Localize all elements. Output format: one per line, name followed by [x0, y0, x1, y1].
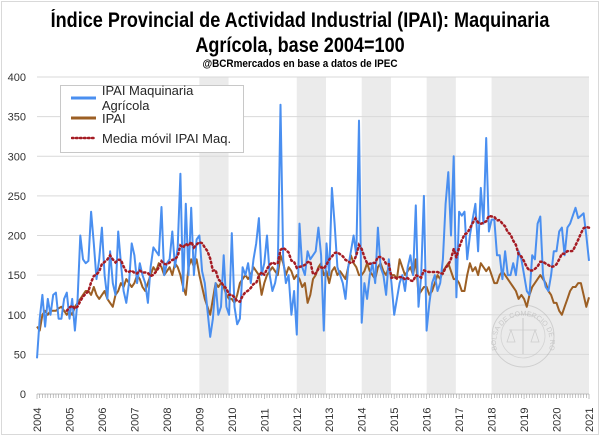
chart-subtitle: @BCRmercados en base a datos de IPEC [202, 58, 398, 70]
y-tick-label: 400 [8, 72, 26, 84]
legend-swatch-blue [71, 96, 96, 100]
x-tick-label: 2020 [552, 408, 564, 432]
y-tick-label: 50 [14, 349, 26, 361]
y-tick-label: 150 [8, 270, 26, 282]
legend-swatch-dotted [71, 136, 96, 140]
x-tick-label: 2018 [487, 408, 499, 432]
legend-item-maquinaria: IPAI Maquinaria Agrícola [71, 83, 243, 113]
x-tick-label: 2016 [422, 408, 434, 432]
x-tick-label: 2017 [454, 408, 466, 432]
legend-label: IPAI Maquinaria Agrícola [101, 83, 194, 113]
legend: IPAI Maquinaria Agrícola IPAI Media móvi… [60, 83, 244, 153]
x-tick-label: 2015 [389, 408, 401, 432]
series-line-maquinaria [36, 103, 590, 359]
x-tick-label: 2008 [162, 408, 174, 432]
seal-scales [506, 328, 540, 343]
y-tick-label: 350 [8, 112, 26, 124]
x-tick-label: 2005 [64, 408, 76, 432]
legend-label: IPAI [102, 110, 126, 126]
seal-inner-ring [500, 313, 546, 359]
x-tick-label: 2010 [227, 408, 239, 432]
chart-title-line2: Agrícola, base 2004=100 [195, 34, 405, 57]
y-tick-label: 0 [20, 389, 26, 401]
x-tick-label: 2007 [129, 408, 141, 432]
legend-item-media-movil: Media móvil IPAI Maq. [71, 128, 231, 148]
x-tick-label: 2014 [357, 408, 369, 432]
x-tick-label: 2006 [97, 408, 109, 432]
watermark-seal: BOLSA DE COMERCIO DE ROSARIO [0, 0, 555, 368]
x-tick-label: 2009 [194, 408, 206, 432]
y-tick-label: 250 [8, 191, 26, 203]
y-tick-label: 100 [8, 310, 26, 322]
legend-label: Media móvil IPAI Maq. [102, 130, 232, 146]
x-tick-label: 2021 [584, 408, 596, 432]
seal-text: BOLSA DE COMERCIO DE ROSARIO [0, 0, 555, 352]
x-tick-label: 2004 [32, 408, 44, 432]
x-tick-label: 2012 [292, 408, 304, 432]
series-line-media-movil [65, 214, 591, 312]
legend-swatch-brown [71, 116, 96, 120]
x-tick-label: 2019 [519, 408, 531, 432]
chart-title-line1: Índice Provincial de Actividad Industria… [50, 9, 550, 32]
y-tick-label: 300 [8, 151, 26, 163]
y-tick-label: 200 [8, 231, 26, 243]
x-tick-label: 2011 [259, 408, 271, 432]
x-tick-label: 2013 [324, 408, 336, 432]
seal-ring [491, 304, 555, 368]
legend-item-ipai: IPAI [71, 108, 126, 128]
